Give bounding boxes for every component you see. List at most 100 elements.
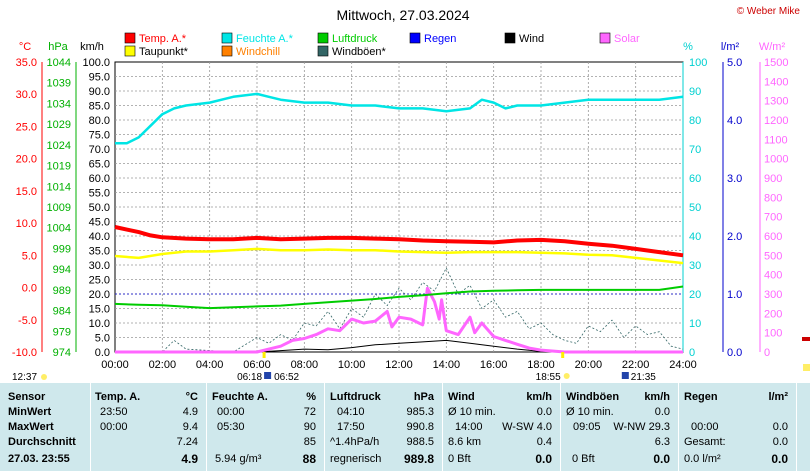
legend-swatch-6 [124, 45, 136, 57]
rain-total-label: Gesamt: [684, 436, 726, 448]
press-unit-label: hPa [48, 41, 68, 53]
time-tick-label: 14:00 [433, 359, 461, 371]
solar-tick-label: 1500 [764, 57, 788, 69]
time-tick-label: 20:00 [575, 359, 603, 371]
wind-tick-label: 0.0 [95, 347, 110, 359]
temp-unit-label: °C [19, 41, 31, 53]
chart-axes: 00:00 02:00 04:00 06:00 08:00 10:00 12:00 14:00… [12, 41, 789, 371]
temp-max: 9.4 [182, 421, 198, 433]
wind-tick-label: 25.0 [89, 275, 110, 287]
sunset-time: 18:55 [536, 372, 561, 383]
chart-legend: Temp. A.* Feuchte A.* Luftdruck Regen Wind So… [124, 32, 640, 58]
time-tick-label: 12:00 [385, 359, 413, 371]
solar-tick-label: 500 [764, 250, 782, 262]
legend-label-5: Solar [614, 33, 640, 45]
stats-table: Sensor MinWert MaxWert Durchschnitt 27.0… [0, 383, 810, 471]
press-tick-label: 1014 [47, 181, 71, 193]
wind-tick-label: 70.0 [89, 144, 110, 156]
rain-tick-label: 4.0 [727, 115, 742, 127]
legend-label-7: Windchill [236, 46, 280, 58]
row-label-min: MinWert [8, 406, 52, 418]
press-header: Luftdruck [330, 391, 381, 403]
temp-avg: 7.24 [176, 436, 198, 448]
legend-swatch-5 [599, 32, 611, 44]
gust-min-label: Ø 10 min. [566, 406, 614, 418]
temp-tick-label: -10.0 [12, 347, 37, 359]
temp-tick-label: -5.0 [18, 315, 37, 327]
solar-tick-label: 1300 [764, 96, 788, 108]
temp-tick-label: 15.0 [16, 186, 37, 198]
row-label-avg: Durchschnitt [8, 436, 76, 448]
temp-tick-label: 10.0 [16, 218, 37, 230]
press-trend: ^1.4hPa/h [330, 436, 380, 448]
legend-label-0: Temp. A.* [139, 33, 187, 45]
press-min: 985.3 [406, 406, 434, 418]
moonrise-time: 12:37 [12, 372, 37, 383]
time-tick-label: 02:00 [149, 359, 177, 371]
legend-swatch-0 [124, 32, 136, 44]
series-feuchtea [115, 92, 684, 145]
legend-swatch-2 [317, 32, 329, 44]
gust-max: W-NW 29.3 [613, 421, 670, 433]
legend-label-2: Luftdruck [332, 33, 378, 45]
rain-now: 0.0 [771, 452, 788, 466]
rain-unit-label: l/m² [721, 41, 740, 53]
solar-tick-label: 1000 [764, 154, 788, 166]
temp-tick-label: 5.0 [22, 250, 37, 262]
temp-header: Temp. A. [95, 391, 141, 403]
chart-title: Mittwoch, 27.03.2024 [336, 7, 469, 23]
moonset-icon [621, 372, 629, 379]
wind-tick-label: 30.0 [89, 260, 110, 272]
hum-tick-label: 60 [689, 173, 701, 185]
time-tick-label: 08:00 [291, 359, 319, 371]
col-rain: Regen l/m² 00:00 0.0 Gesamt: 0.0 0.0 l/m² 0.… [678, 383, 797, 471]
press-tick-label: 974 [53, 347, 71, 359]
row-label-max: MaxWert [8, 421, 54, 433]
time-tick-label: 10:00 [338, 359, 366, 371]
time-tick-label: 18:00 [527, 359, 555, 371]
legend-swatch-3 [409, 32, 421, 44]
press-tick-label: 999 [53, 243, 71, 255]
col-humidity: Feuchte A.% 00:00 72 05:30 90 85 5.94 g/m³… [206, 383, 325, 471]
hum-tick-label: 90 [689, 86, 701, 98]
wind-header: Wind [448, 391, 475, 403]
press-tick-label: 1019 [47, 161, 71, 173]
solar-tick-label: 1400 [764, 76, 788, 88]
wind-unit: km/h [526, 391, 552, 403]
sunrise2-time: 06:52 [274, 372, 299, 383]
col-wind: Wind km/h Ø 10 min. 0.0 14:00 W-SW 4.0 8.6 … [442, 383, 561, 471]
edge-sun-icon [803, 364, 810, 371]
brand-label[interactable]: © Weber Mike [737, 6, 801, 17]
series-luftdruck [114, 285, 684, 310]
temp-tick-label: 35.0 [16, 57, 37, 69]
wind-tick-label: 80.0 [89, 115, 110, 127]
legend-swatch-1 [221, 32, 233, 44]
wind-tick-label: 20.0 [89, 289, 110, 301]
hum-tick-label: 80 [689, 115, 701, 127]
series-tempa [114, 225, 684, 258]
hum-tick-label: 20 [689, 289, 701, 301]
temp-min-time: 23:50 [100, 406, 128, 418]
hum-tick-label: 10 [689, 318, 701, 330]
gust-unit: km/h [644, 391, 670, 403]
col-gust: Windböen km/h Ø 10 min. 0.0 09:05 W-NW 29.3… [560, 383, 679, 471]
press-tick-label: 1009 [47, 202, 71, 214]
hum-abs: 5.94 g/m³ [215, 453, 262, 465]
press-tick-label: 984 [53, 306, 71, 318]
gust-now: 0.0 [653, 452, 670, 466]
rain-tick-label: 0.0 [727, 347, 742, 359]
wind-tick-label: 65.0 [89, 159, 110, 171]
press-tick-label: 1004 [47, 223, 71, 235]
gust-max-time: 09:05 [573, 421, 601, 433]
rain-max: 0.0 [772, 421, 788, 433]
temp-tick-label: 25.0 [16, 121, 37, 133]
solar-tick-label: 0 [764, 347, 770, 359]
time-tick-label: 16:00 [480, 359, 508, 371]
col-temp: Temp. A. °C 23:50 4.9 00:00 9.4 7.24 4.9 [90, 383, 207, 471]
wind-tick-label: 100.0 [82, 57, 110, 69]
time-tick-label: 00:00 [101, 359, 129, 371]
wind-tick-label: 10.0 [89, 318, 110, 330]
wind-now: 0.0 [535, 452, 552, 466]
press-max-time: 17:50 [337, 421, 365, 433]
hum-avg: 85 [303, 436, 316, 448]
